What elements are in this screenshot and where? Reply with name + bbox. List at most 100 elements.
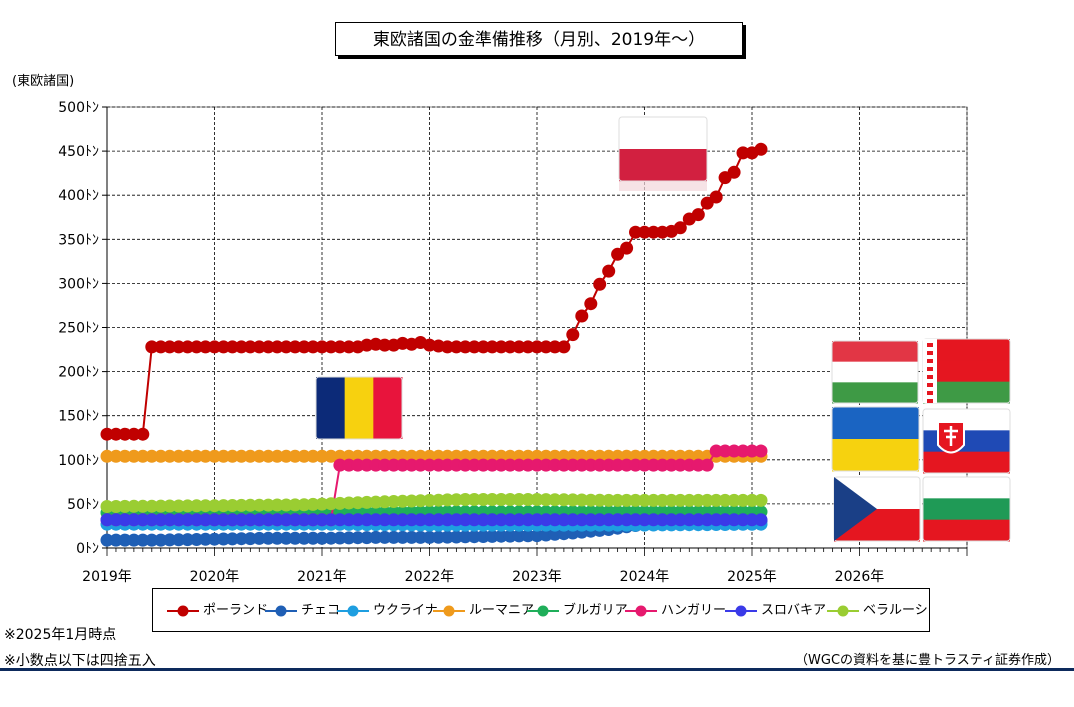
data-point <box>620 241 634 255</box>
y-tick-label: 250ﾄﾝ <box>58 321 99 337</box>
data-point <box>440 513 454 527</box>
ukraine-flag-icon <box>831 406 920 472</box>
data-point <box>593 458 607 472</box>
data-point <box>647 458 660 472</box>
data-point <box>154 513 168 527</box>
data-point <box>557 513 571 527</box>
legend-swatch-marker <box>443 605 455 617</box>
data-point <box>351 513 365 527</box>
data-point <box>378 513 392 527</box>
y-tick-label: 50ﾄﾝ <box>67 497 99 513</box>
data-point <box>485 529 499 543</box>
data-point <box>342 340 356 354</box>
data-point <box>700 493 714 507</box>
data-point <box>718 444 732 458</box>
legend-swatch <box>625 605 657 617</box>
legend-label: ウクライナ <box>373 603 438 618</box>
data-point <box>387 513 401 527</box>
data-point <box>360 513 374 527</box>
data-point <box>566 328 580 342</box>
data-point <box>351 531 365 545</box>
poland-flag-icon <box>618 116 708 182</box>
data-point <box>100 449 114 463</box>
series <box>100 142 768 547</box>
belarus-flag-icon <box>922 338 1011 404</box>
data-point <box>225 499 239 512</box>
data-point <box>100 427 114 441</box>
data-point <box>225 513 239 527</box>
data-point <box>414 458 427 472</box>
data-point <box>172 340 186 354</box>
legend-swatch-marker <box>635 605 647 617</box>
data-point <box>736 493 750 507</box>
data-point <box>611 513 625 527</box>
y-axis-label: (東欧諸国) <box>12 74 75 89</box>
series-スロバキア <box>100 513 768 527</box>
data-point <box>754 493 768 507</box>
slovakia-flag-band <box>923 409 1010 431</box>
data-point <box>638 458 651 472</box>
data-point <box>440 493 454 507</box>
data-point <box>521 493 535 506</box>
data-point <box>539 513 553 527</box>
data-point <box>611 458 625 472</box>
data-point <box>163 533 177 547</box>
belarus-flag-band <box>923 339 1010 361</box>
data-point <box>593 493 607 507</box>
data-point <box>217 449 230 463</box>
hungary-flag-icon <box>831 340 919 404</box>
data-point <box>199 499 212 513</box>
belarus-ornament-mark <box>927 367 933 371</box>
data-point <box>405 530 419 544</box>
bulgaria-flag-frame <box>922 476 1011 542</box>
data-point <box>664 513 678 527</box>
data-point <box>476 513 490 527</box>
data-point <box>638 493 651 507</box>
hungary-flag-band <box>832 341 918 363</box>
data-point <box>396 458 410 472</box>
data-point <box>315 531 329 545</box>
data-point <box>172 513 186 527</box>
legend-swatch <box>827 605 859 617</box>
czech-triangle <box>834 477 877 541</box>
data-point <box>476 340 490 354</box>
source-credit: （WGCの資料を基に豊トラスティ証券作成） <box>795 653 1060 668</box>
data-point <box>270 498 284 512</box>
data-point <box>234 340 248 354</box>
slovakia-flag-band <box>923 451 1010 474</box>
data-point <box>503 529 517 543</box>
data-point <box>620 513 634 527</box>
data-point <box>145 499 159 513</box>
legend-swatch-marker <box>275 605 287 617</box>
data-point <box>584 458 598 472</box>
data-point <box>172 449 186 463</box>
legend-label: ハンガリー <box>661 603 727 618</box>
data-point <box>288 340 302 354</box>
data-point <box>449 458 463 472</box>
data-point <box>118 533 132 547</box>
y-tick-label: 400ﾄﾝ <box>58 188 99 204</box>
data-point <box>602 264 616 278</box>
data-point <box>243 340 257 354</box>
data-point <box>736 146 750 160</box>
data-point <box>208 449 221 463</box>
flag-icons <box>315 116 1011 542</box>
data-point <box>530 493 544 506</box>
data-point <box>252 340 266 354</box>
data-point <box>647 493 660 507</box>
data-point <box>673 458 687 472</box>
data-point <box>100 500 114 513</box>
data-point <box>252 498 266 512</box>
series-ベラルーシ <box>100 493 768 513</box>
data-point <box>297 531 311 545</box>
series-ポーランド <box>100 142 768 441</box>
data-point <box>387 530 401 544</box>
data-point <box>190 513 204 527</box>
data-point <box>548 458 562 472</box>
hungary-flag-frame <box>831 340 919 404</box>
y-tick-label: 0ﾄﾝ <box>76 541 99 557</box>
data-point <box>217 513 230 527</box>
data-point <box>655 458 669 472</box>
data-point <box>494 493 508 506</box>
data-point <box>602 493 616 507</box>
